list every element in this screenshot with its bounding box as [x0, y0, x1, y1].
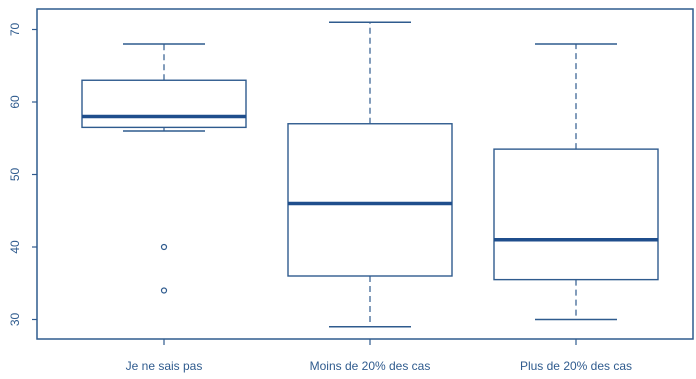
box-2-body: [287, 123, 453, 277]
box-1-outlier-1: [160, 243, 168, 251]
x-tick-label-1: Je ne sais pas: [126, 359, 203, 373]
y-axis: 30 40 50 60 70: [8, 23, 37, 327]
x-tick-label-2: Moins de 20% des cas: [310, 359, 431, 373]
boxes: [81, 21, 659, 328]
box-1-outlier-2: [160, 287, 168, 294]
box-1-body: [81, 79, 247, 129]
y-tick-label-30: 30: [8, 313, 22, 327]
box-3-body: [493, 148, 659, 281]
y-tick-label-70: 70: [8, 23, 22, 37]
y-tick-label-60: 60: [8, 95, 22, 109]
y-tick-label-50: 50: [8, 168, 22, 182]
x-tick-label-3: Plus de 20% des cas: [520, 359, 632, 373]
x-axis-labels: Je ne sais pas Moins de 20% des cas Plus d…: [126, 339, 632, 373]
y-tick-label-40: 40: [8, 240, 22, 254]
